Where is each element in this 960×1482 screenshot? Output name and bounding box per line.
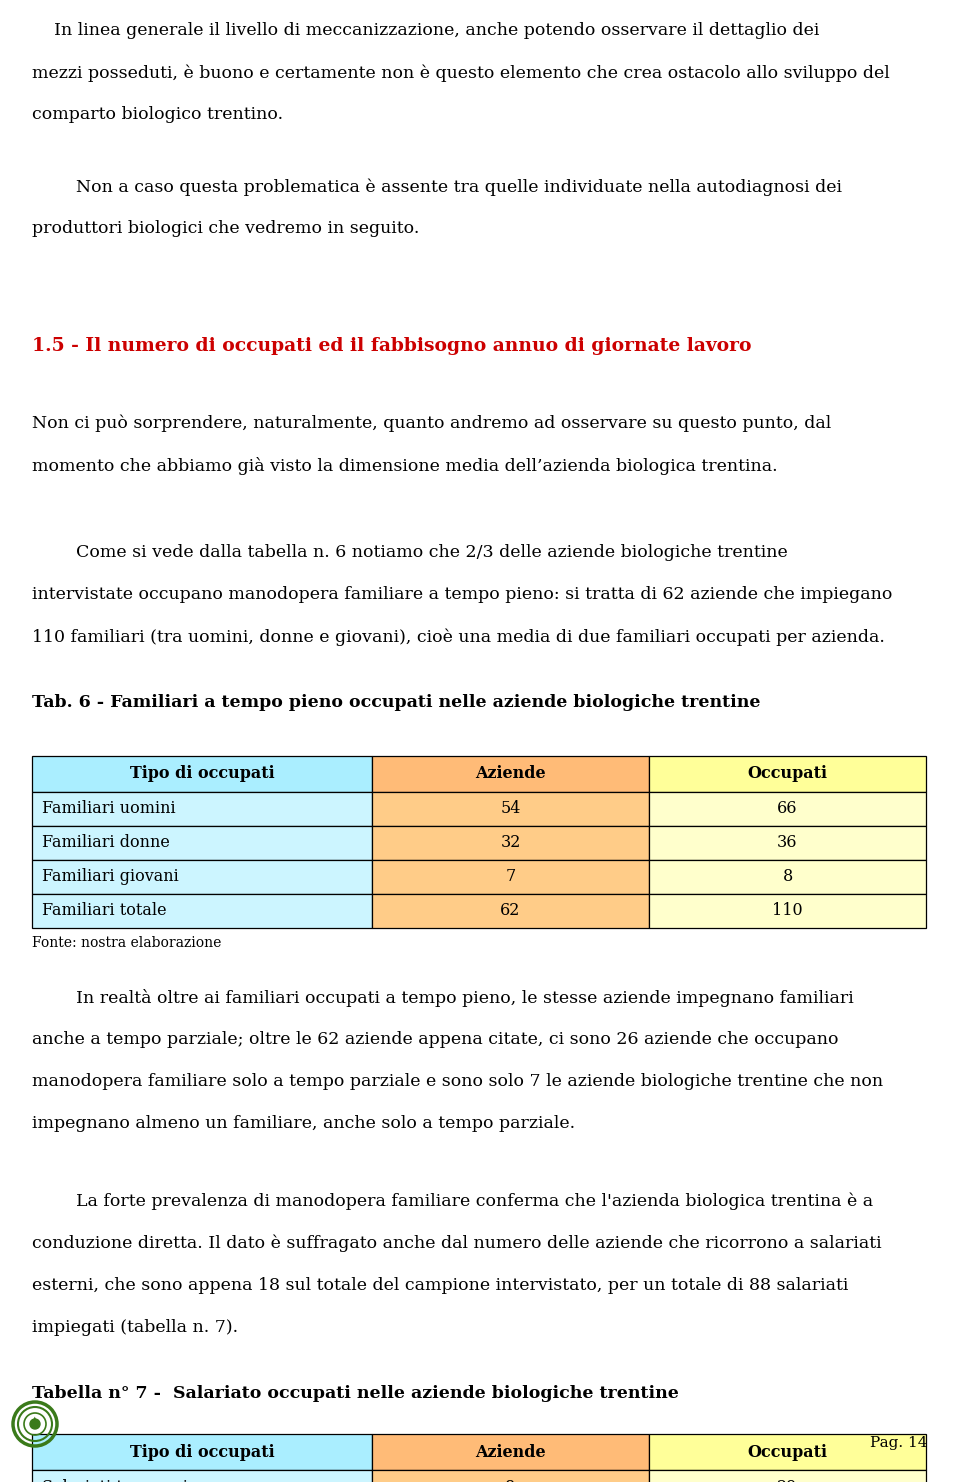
Bar [649,1435,926,1470]
Text: La forte prevalenza di manodopera familiare conferma che l'azienda biologica tre: La forte prevalenza di manodopera famili… [32,1193,874,1211]
Bar [32,860,372,894]
Text: impiegati (tabella n. 7).: impiegati (tabella n. 7). [32,1319,238,1335]
Text: Occupati: Occupati [748,765,828,782]
Bar [372,1435,649,1470]
Text: 1.5 - Il numero di occupati ed il fabbisogno annuo di giornate lavoro: 1.5 - Il numero di occupati ed il fabbis… [32,336,752,356]
Bar [649,1470,926,1482]
Bar [372,825,649,860]
Text: produttori biologici che vedremo in seguito.: produttori biologici che vedremo in segu… [32,219,420,237]
Text: 62: 62 [500,903,520,919]
Text: Aziende: Aziende [475,1443,546,1461]
Text: 66: 66 [778,800,798,817]
Bar [372,860,649,894]
Text: Familiari totale: Familiari totale [42,903,167,919]
Text: ▲: ▲ [32,1415,38,1426]
Text: Aziende: Aziende [475,765,546,782]
Bar [32,825,372,860]
Text: Tipo di occupati: Tipo di occupati [130,1443,275,1461]
Bar [649,825,926,860]
Text: In realtà oltre ai familiari occupati a tempo pieno, le stesse aziende impegnano: In realtà oltre ai familiari occupati a … [32,988,853,1006]
Text: Tabella n° 7 -  Salariato occupati nelle aziende biologiche trentine: Tabella n° 7 - Salariato occupati nelle … [32,1384,679,1402]
Text: esterni, che sono appena 18 sul totale del campione intervistato, per un totale : esterni, che sono appena 18 sul totale d… [32,1276,849,1294]
Text: Fonte: nostra elaborazione: Fonte: nostra elaborazione [32,935,222,950]
Text: comparto biologico trentino.: comparto biologico trentino. [32,107,283,123]
Bar [372,1470,649,1482]
Bar [649,756,926,791]
Bar [372,791,649,825]
Text: manodopera familiare solo a tempo parziale e sono solo 7 le aziende biologiche t: manodopera familiare solo a tempo parzia… [32,1073,883,1089]
Text: 29: 29 [778,1479,798,1482]
Text: Occupati: Occupati [748,1443,828,1461]
Bar [32,791,372,825]
Text: Pag. 14: Pag. 14 [871,1436,928,1449]
Bar [32,756,372,791]
Circle shape [30,1418,40,1429]
Bar [32,1435,372,1470]
Text: 54: 54 [500,800,520,817]
Bar [372,756,649,791]
Text: Non ci può sorprendere, naturalmente, quanto andremo ad osservare su questo punt: Non ci può sorprendere, naturalmente, qu… [32,415,831,433]
Text: Salariati tempo pieno: Salariati tempo pieno [42,1479,218,1482]
Text: Familiari giovani: Familiari giovani [42,868,179,885]
Bar [372,894,649,928]
Text: 32: 32 [500,834,520,851]
Text: Tab. 6 - Familiari a tempo pieno occupati nelle aziende biologiche trentine: Tab. 6 - Familiari a tempo pieno occupat… [32,694,760,711]
Bar [32,1470,372,1482]
Text: Come si vede dalla tabella n. 6 notiamo che 2/3 delle aziende biologiche trentin: Come si vede dalla tabella n. 6 notiamo … [32,544,788,562]
Text: Non a caso questa problematica è assente tra quelle individuate nella autodiagno: Non a caso questa problematica è assente… [32,178,842,196]
Text: Tipo di occupati: Tipo di occupati [130,765,275,782]
Text: 8: 8 [782,868,793,885]
Text: 110: 110 [772,903,803,919]
Text: In linea generale il livello di meccanizzazione, anche potendo osservare il dett: In linea generale il livello di meccaniz… [32,22,820,39]
Text: impegnano almeno un familiare, anche solo a tempo parziale.: impegnano almeno un familiare, anche sol… [32,1114,575,1132]
Text: momento che abbiamo già visto la dimensione media dell’azienda biologica trentin: momento che abbiamo già visto la dimensi… [32,456,778,476]
Bar [649,860,926,894]
Bar [649,791,926,825]
Text: intervistate occupano manodopera familiare a tempo pieno: si tratta di 62 aziend: intervistate occupano manodopera familia… [32,585,893,603]
Text: mezzi posseduti, è buono e certamente non è questo elemento che crea ostacolo al: mezzi posseduti, è buono e certamente no… [32,64,890,82]
Bar [32,894,372,928]
Text: 110 familiari (tra uomini, donne e giovani), cioè una media di due familiari occ: 110 familiari (tra uomini, donne e giova… [32,628,885,646]
Text: 8: 8 [505,1479,516,1482]
Text: conduzione diretta. Il dato è suffragato anche dal numero delle aziende che rico: conduzione diretta. Il dato è suffragato… [32,1235,881,1252]
Bar [649,894,926,928]
Text: 36: 36 [778,834,798,851]
Text: Familiari uomini: Familiari uomini [42,800,176,817]
Text: Familiari donne: Familiari donne [42,834,170,851]
Text: 7: 7 [505,868,516,885]
Text: anche a tempo parziale; oltre le 62 aziende appena citate, ci sono 26 aziende ch: anche a tempo parziale; oltre le 62 azie… [32,1030,838,1048]
